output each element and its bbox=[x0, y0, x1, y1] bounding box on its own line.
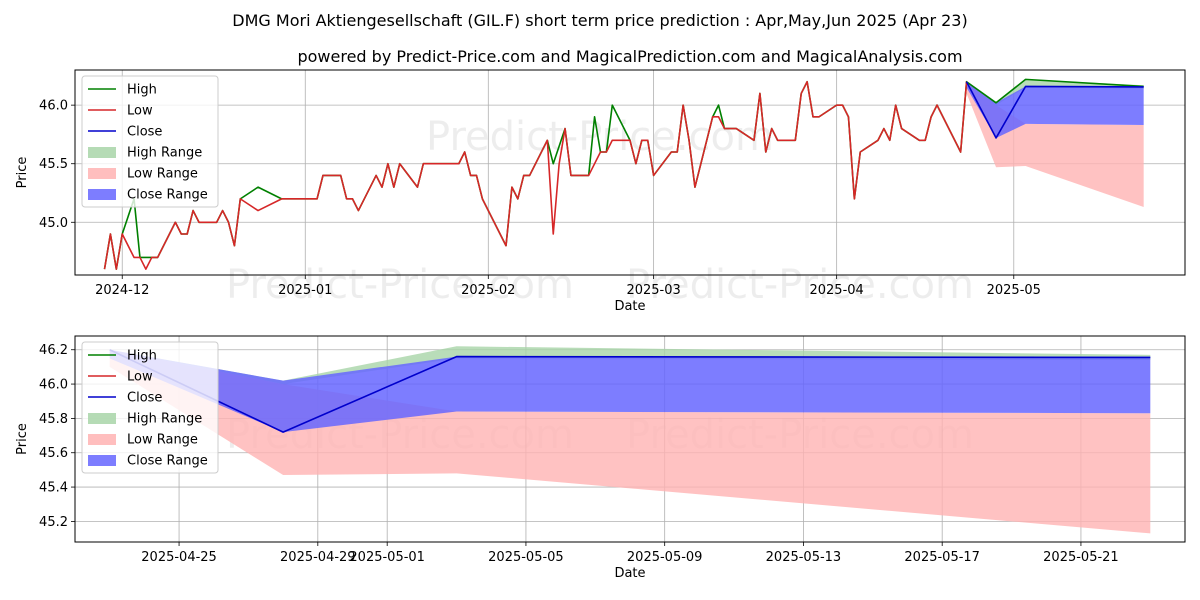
watermark: Predict-Price.com bbox=[626, 262, 974, 308]
y-tick-label: 46.0 bbox=[39, 99, 68, 114]
close-range-band bbox=[109, 349, 1151, 433]
y-axis-label: Price bbox=[15, 423, 30, 455]
x-tick-label: 2025-04-29 bbox=[280, 550, 356, 565]
legend: High Low Close High Range Low Range Close Ran… bbox=[81, 341, 219, 474]
low-range-band bbox=[109, 349, 1151, 534]
y-tick-label: 46.0 bbox=[39, 378, 68, 393]
legend-label: Low bbox=[127, 104, 153, 119]
x-axis-label: Date bbox=[614, 566, 645, 581]
y-tick-label: 45.0 bbox=[39, 216, 68, 231]
x-tick-label: 2025-05-13 bbox=[766, 550, 842, 565]
legend-label: Close Range bbox=[127, 454, 208, 469]
high-range-band bbox=[966, 79, 1144, 106]
x-tick-label: 2025-05-09 bbox=[627, 550, 703, 565]
plot-frame bbox=[74, 335, 1186, 543]
x-tick-label: 2024-12 bbox=[95, 283, 149, 298]
legend-label: High Range bbox=[127, 412, 202, 427]
low-range-legend-swatch bbox=[88, 434, 116, 445]
legend-label: Low Range bbox=[127, 433, 198, 448]
x-tick-label: 2025-01 bbox=[278, 283, 332, 298]
plot-frame bbox=[74, 69, 1186, 276]
y-tick-label: 46.2 bbox=[39, 343, 68, 358]
x-tick-label: 2025-05-05 bbox=[488, 550, 564, 565]
x-tick-label: 2025-05 bbox=[987, 283, 1041, 298]
legend-label: Close bbox=[127, 125, 162, 140]
close-range-band bbox=[966, 81, 1144, 138]
x-tick-label: 2025-05-01 bbox=[349, 550, 425, 565]
watermark: Predict-Price.com bbox=[226, 262, 574, 308]
high-range-band bbox=[109, 346, 1151, 385]
close-line bbox=[965, 81, 1144, 139]
y-tick-label: 45.6 bbox=[39, 446, 68, 461]
low-range-band bbox=[966, 81, 1144, 208]
legend-label: High bbox=[127, 349, 157, 364]
chart-subtitle: powered by Predict-Price.com and Magical… bbox=[297, 47, 962, 66]
chart-title: DMG Mori Aktiengesellschaft (GIL.F) shor… bbox=[232, 11, 967, 30]
close-range-legend-swatch bbox=[88, 455, 116, 466]
legend-label: Close Range bbox=[127, 188, 208, 203]
low-range-legend-swatch bbox=[88, 168, 116, 179]
legend-label: High Range bbox=[127, 146, 202, 161]
high-range-legend-swatch bbox=[88, 413, 116, 424]
high-range-legend-swatch bbox=[88, 147, 116, 158]
x-axis-label: Date bbox=[614, 299, 645, 314]
y-axis-label: Price bbox=[15, 157, 30, 189]
y-tick-label: 45.4 bbox=[39, 481, 68, 496]
y-tick-label: 45.5 bbox=[39, 157, 68, 172]
legend-label: High bbox=[127, 83, 157, 98]
low-line bbox=[103, 80, 968, 270]
y-tick-label: 45.2 bbox=[39, 515, 68, 530]
x-tick-label: 2025-04-25 bbox=[141, 550, 217, 565]
legend-label: Low bbox=[127, 370, 153, 385]
legend-label: Low Range bbox=[127, 167, 198, 182]
x-tick-label: 2025-04 bbox=[809, 283, 863, 298]
legend: High Low Close High Range Low Range Close Ran… bbox=[81, 75, 219, 208]
x-tick-label: 2025-03 bbox=[626, 283, 680, 298]
close-range-legend-swatch bbox=[88, 189, 116, 200]
y-tick-label: 45.8 bbox=[39, 412, 68, 427]
x-tick-label: 2025-02 bbox=[461, 283, 515, 298]
x-tick-label: 2025-05-21 bbox=[1043, 550, 1119, 565]
x-tick-label: 2025-05-17 bbox=[904, 550, 980, 565]
zoom-chart: Predict-Price.comPredict-Price.com2025-0… bbox=[15, 335, 1186, 581]
legend-label: Close bbox=[127, 391, 162, 406]
